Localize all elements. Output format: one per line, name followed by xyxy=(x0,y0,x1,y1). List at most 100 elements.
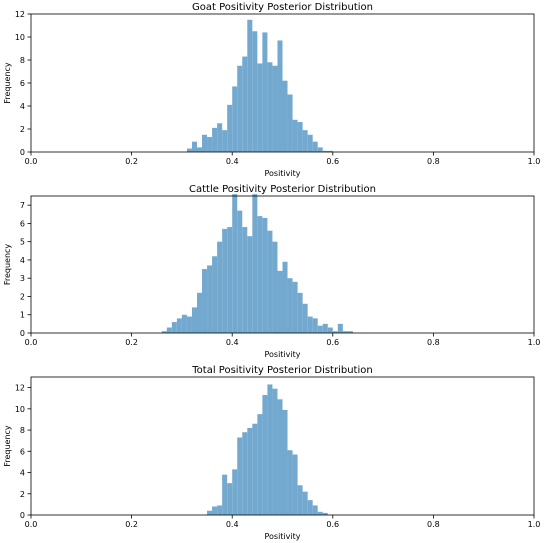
histogram-bar xyxy=(267,384,273,515)
x-axis-label: Positivity xyxy=(264,350,300,359)
histogram-bar xyxy=(207,510,213,515)
histogram-bar xyxy=(232,194,238,333)
histogram-bar xyxy=(332,331,338,333)
histogram-bar xyxy=(252,194,258,333)
y-tick-label: 0 xyxy=(20,511,25,520)
histogram-bar xyxy=(212,506,218,515)
histogram-bar xyxy=(302,491,308,515)
histogram-bar xyxy=(242,56,248,152)
y-axis-label: Frequency xyxy=(3,425,12,467)
histogram-bar xyxy=(222,228,228,333)
y-tick-label: 5 xyxy=(20,238,25,247)
x-axis-label: Positivity xyxy=(264,169,300,178)
histogram-bar xyxy=(202,269,208,333)
histogram-bar xyxy=(217,241,223,333)
histogram-bar xyxy=(196,292,203,333)
histogram-bar xyxy=(272,65,278,152)
x-tick-label: 0.0 xyxy=(25,520,38,529)
histogram-bar xyxy=(297,122,303,152)
histogram-bar xyxy=(312,141,318,152)
x-tick-label: 0.8 xyxy=(427,157,440,166)
histogram-bar xyxy=(166,327,172,333)
x-tick-label: 0.6 xyxy=(326,520,339,529)
x-tick-label: 1.0 xyxy=(528,520,541,529)
histogram-bar xyxy=(337,323,343,333)
histogram-bar xyxy=(207,137,213,152)
y-tick-label: 8 xyxy=(20,56,25,65)
y-tick-label: 10 xyxy=(15,33,25,42)
histogram-bar xyxy=(262,395,268,515)
histogram-bar xyxy=(292,119,298,152)
x-tick-label: 1.0 xyxy=(528,338,541,347)
histogram-bar xyxy=(267,230,273,333)
x-tick-label: 0.4 xyxy=(226,520,239,529)
histogram-bar xyxy=(171,322,177,333)
x-tick-label: 0.4 xyxy=(226,338,239,347)
histogram-bar xyxy=(297,292,303,333)
y-tick-label: 0 xyxy=(20,329,25,338)
x-tick-label: 0.8 xyxy=(427,520,440,529)
x-tick-label: 0.8 xyxy=(427,338,440,347)
histogram-bar xyxy=(212,127,218,152)
histogram-bar xyxy=(222,130,228,152)
x-tick-label: 0.0 xyxy=(25,338,38,347)
histogram-bar xyxy=(307,134,313,152)
x-tick-label: 0.2 xyxy=(125,338,138,347)
histogram-bar xyxy=(222,474,228,515)
axes-frame xyxy=(30,376,535,516)
histogram-bar xyxy=(181,314,187,333)
histogram-bar xyxy=(237,437,243,515)
x-tick-label: 0.0 xyxy=(25,157,38,166)
y-tick-label: 8 xyxy=(20,426,25,435)
histogram-bar xyxy=(217,123,223,152)
histogram-bar xyxy=(191,307,197,333)
y-axis-label: Frequency xyxy=(3,244,12,286)
histogram-bar xyxy=(247,427,253,515)
histogram-bar xyxy=(207,265,213,333)
axes-frame xyxy=(30,195,535,334)
histogram-bar xyxy=(176,318,182,333)
y-tick-label: 3 xyxy=(20,274,25,283)
histogram-bar xyxy=(277,40,283,153)
histogram-bar xyxy=(347,331,353,333)
y-tick-label: 4 xyxy=(20,256,25,265)
histogram-bar xyxy=(186,316,192,333)
histogram-bar xyxy=(322,512,328,515)
x-axis-label: Positivity xyxy=(264,532,300,541)
histogram-bar xyxy=(287,450,293,515)
chart-title: Total Positivity Posterior Distribution xyxy=(191,365,372,376)
histogram-bar xyxy=(217,505,223,515)
x-tick-label: 1.0 xyxy=(528,157,541,166)
y-tick-label: 4 xyxy=(20,102,25,111)
histogram-bar xyxy=(277,270,283,333)
histogram-bar xyxy=(282,80,288,152)
y-tick-label: 2 xyxy=(20,292,25,301)
histogram-bar xyxy=(282,261,288,333)
histogram-bar xyxy=(312,318,318,333)
y-tick-label: 10 xyxy=(15,405,25,414)
histogram-bar xyxy=(287,94,293,152)
histogram-bar xyxy=(196,147,203,152)
histogram-bar xyxy=(342,331,348,333)
histogram-bar xyxy=(272,388,278,515)
histogram-bar xyxy=(242,432,248,515)
y-tick-label: 12 xyxy=(15,10,25,19)
histogram-bar xyxy=(232,469,238,515)
histogram-bar xyxy=(302,303,308,333)
histogram-bar xyxy=(282,409,288,515)
histogram-bar xyxy=(317,325,323,333)
histogram-bar xyxy=(212,256,218,333)
x-tick-label: 0.6 xyxy=(326,157,339,166)
histogram-bar xyxy=(277,399,283,515)
histogram-bar xyxy=(247,19,253,152)
histogram-bar xyxy=(237,210,243,333)
histogram-bar xyxy=(191,141,197,152)
histogram-bar xyxy=(202,134,208,152)
histogram-bar xyxy=(297,485,303,515)
histogram-bar xyxy=(247,236,253,333)
histogram-bar xyxy=(232,86,238,152)
histogram-bar xyxy=(327,327,333,333)
histogram-bar xyxy=(227,227,233,333)
histogram-bar xyxy=(292,281,298,333)
